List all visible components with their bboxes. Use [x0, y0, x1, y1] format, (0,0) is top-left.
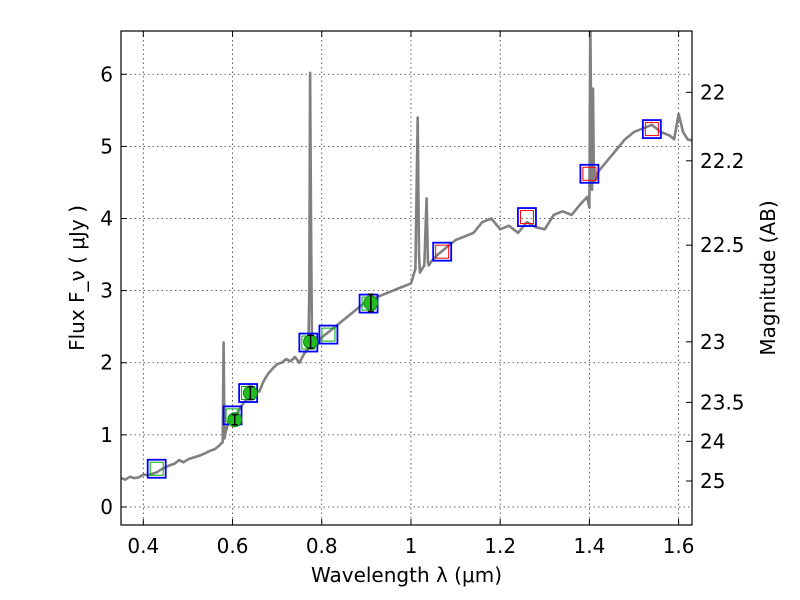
markers-layer — [146, 119, 662, 479]
y2-tick-label: 22.5 — [700, 233, 745, 257]
y-tick-label: 4 — [100, 207, 113, 231]
plot-frame — [120, 30, 693, 526]
x-axis-title: Wavelength λ (μm) — [311, 563, 502, 587]
y2-axis-title: Magnitude (AB) — [756, 200, 780, 355]
model-box-red-inner — [582, 166, 597, 181]
grid-lines — [121, 31, 692, 525]
y-tick-label: 1 — [100, 423, 113, 447]
model-box-green-inner — [149, 461, 164, 476]
x-tick-label: 1.6 — [663, 534, 695, 558]
model-box-red-outer — [579, 163, 600, 184]
x-tick-label: 0.8 — [306, 534, 338, 558]
x-tick-label: 1.4 — [573, 534, 605, 558]
y2-tick-label: 22 — [700, 80, 725, 104]
x-tick-label: 0.6 — [217, 534, 249, 558]
model-box-red-inner — [519, 210, 534, 225]
model-box-red-inner — [644, 122, 659, 137]
y2-tick-label: 23 — [700, 330, 725, 354]
y-tick-label: 3 — [100, 279, 113, 303]
model-box-green-inner — [321, 327, 336, 342]
model-box-red-outer — [432, 241, 453, 262]
model-box-green-outer — [146, 458, 167, 479]
y2-tick-label: 25 — [700, 469, 725, 493]
model-box-red-outer — [517, 207, 537, 227]
y2-tick-label: 23.5 — [700, 390, 745, 414]
y-tick-label: 0 — [100, 495, 113, 519]
y2-tick-label: 24 — [700, 429, 725, 453]
y-tick-label: 6 — [100, 62, 113, 86]
x-tick-label: 1 — [405, 534, 418, 558]
y2-tick-label: 22.2 — [700, 149, 745, 173]
model-box-red-outer — [641, 119, 662, 139]
spectrum-layer — [121, 31, 692, 481]
x-tick-label: 1.2 — [484, 534, 516, 558]
model-box-green-outer — [318, 324, 339, 345]
ticks-layer: 0.4 0.6 0.8 1 1.2 1.4 1.601234562222.222.52323… — [100, 31, 745, 558]
y-axis-title: Flux F_ν ( μJy ) — [65, 205, 89, 351]
x-tick-label: 0.4 — [127, 534, 159, 558]
model-box-red-inner — [435, 244, 450, 259]
y-tick-label: 2 — [100, 351, 113, 375]
model-spectrum-line — [121, 31, 692, 481]
y-tick-label: 5 — [100, 134, 113, 158]
